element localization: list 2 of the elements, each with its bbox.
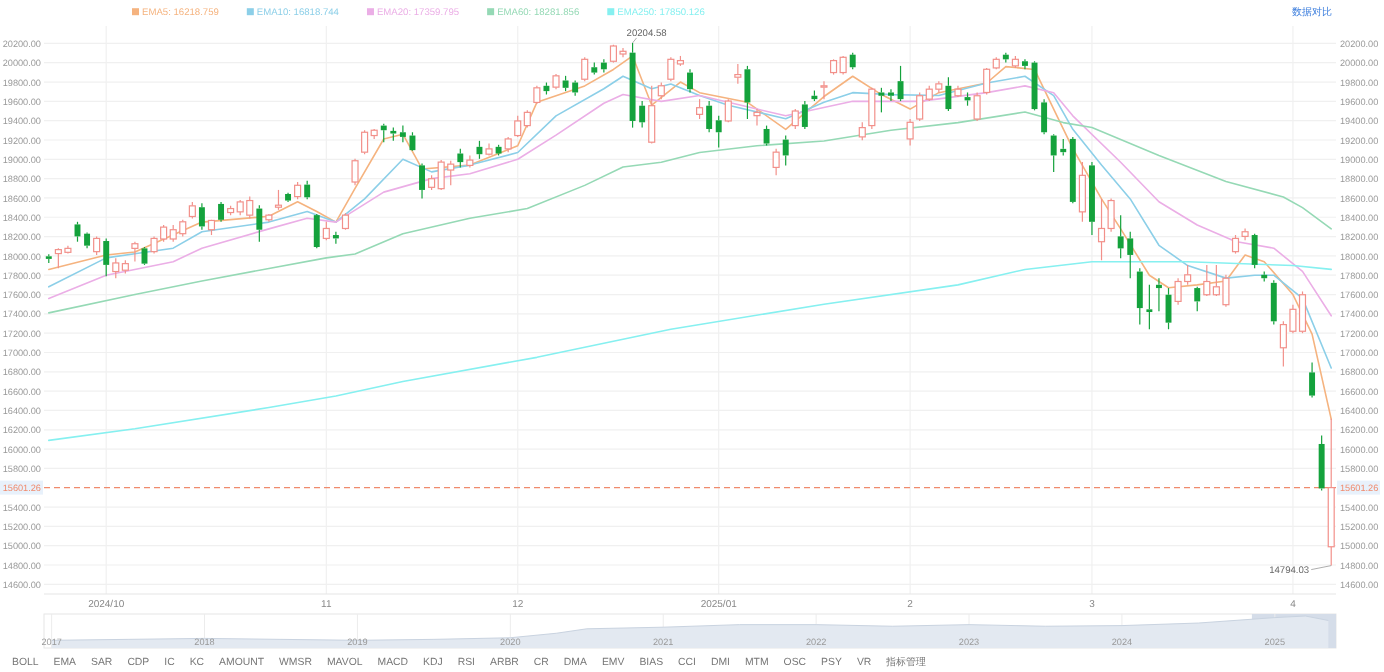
line-series (47, 260, 1333, 442)
line-series (47, 55, 1333, 420)
